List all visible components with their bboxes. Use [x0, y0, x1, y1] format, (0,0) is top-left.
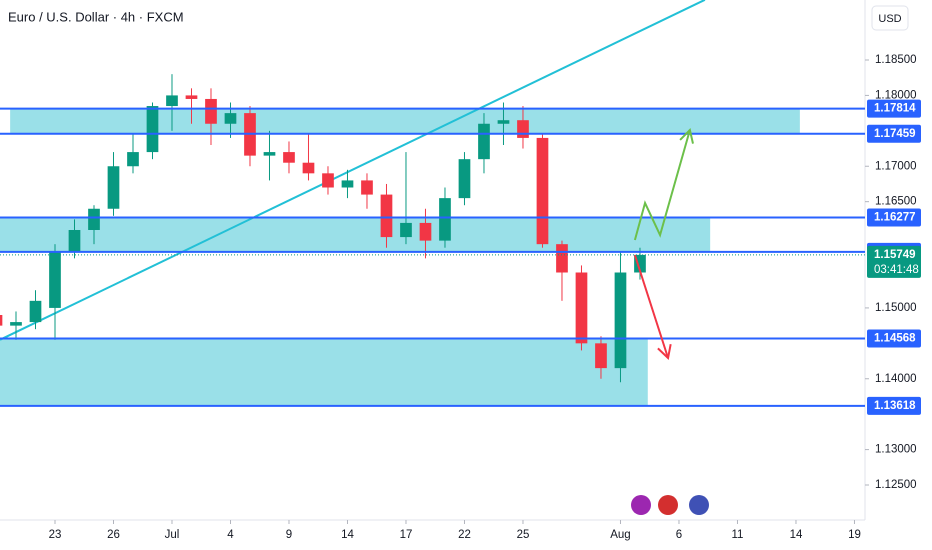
x-tick-label: Aug — [610, 529, 630, 541]
level-label-box — [867, 99, 921, 118]
level-label-box — [867, 329, 921, 348]
level-label: 1.13618 — [874, 400, 916, 412]
candle-body — [575, 272, 588, 344]
candle-body — [517, 120, 529, 138]
candle-body — [341, 180, 354, 188]
y-tick-label: 1.12500 — [875, 479, 917, 491]
candle-body — [29, 300, 42, 323]
candle-body — [497, 120, 510, 124]
x-tick-label: 9 — [286, 529, 292, 541]
zone — [0, 217, 711, 252]
candle-body — [536, 137, 549, 245]
currency-button[interactable] — [871, 5, 909, 31]
candle-body — [419, 222, 432, 241]
x-tick-label: Jul — [165, 529, 180, 541]
y-tick-label: 1.13000 — [875, 444, 917, 456]
arrow — [633, 129, 691, 241]
candle-body — [10, 322, 22, 326]
candle-body — [185, 95, 198, 99]
arrow-head — [679, 127, 694, 144]
x-tick-label: 26 — [107, 529, 120, 541]
current-price-box — [867, 245, 921, 278]
x-tick-label: 4 — [227, 529, 234, 541]
y-tick-label: 1.18500 — [875, 54, 917, 66]
zone — [10, 108, 800, 134]
candle-body — [107, 166, 120, 209]
candle-body — [556, 244, 568, 273]
candle-body — [68, 230, 81, 252]
candle-body — [283, 152, 295, 163]
candle-body — [614, 272, 627, 369]
candle-body — [127, 152, 139, 167]
plot-area — [0, 0, 865, 407]
candle-body — [146, 106, 159, 153]
level-label: 1.17459 — [874, 128, 916, 140]
candle-body — [49, 251, 61, 308]
x-tick-label: 11 — [731, 529, 743, 541]
arrow-head — [657, 344, 672, 360]
y-tick-label: 1.18000 — [875, 89, 917, 101]
arrow — [633, 254, 670, 359]
zone — [0, 338, 648, 406]
trendline — [0, 0, 706, 341]
y-tick-label: 1.16500 — [875, 196, 917, 208]
x-tick-label: 22 — [458, 529, 471, 541]
candle-body — [400, 222, 412, 238]
candle-body — [263, 152, 276, 156]
candle-body — [205, 98, 217, 124]
candle-body — [166, 95, 178, 107]
x-tick-label: 14 — [790, 529, 803, 541]
candle-body — [380, 194, 393, 238]
event-icon[interactable] — [658, 495, 678, 515]
x-tick-label: 14 — [341, 529, 354, 541]
candle-body — [88, 208, 100, 231]
y-tick-label: 1.14000 — [875, 373, 917, 385]
level-label-box — [867, 124, 921, 143]
candle-body — [439, 198, 451, 241]
x-tick-label: 6 — [676, 529, 682, 541]
level-label: 1.17814 — [874, 103, 916, 115]
y-tick-label: 1.17000 — [875, 160, 917, 172]
event-icon[interactable] — [689, 495, 709, 515]
chart-title: Euro / U.S. Dollar · 4h · FXCM — [8, 9, 184, 24]
event-icon[interactable] — [631, 495, 651, 515]
level-label-box — [867, 396, 921, 415]
countdown: 03:41:48 — [874, 264, 919, 276]
candle-body — [302, 162, 315, 174]
level-label: 1.16277 — [874, 211, 916, 223]
current-price-label: 1.15749 — [874, 249, 916, 261]
x-tick-label: 25 — [517, 529, 530, 541]
candle-body — [478, 123, 490, 160]
y-tick-label: 1.15000 — [875, 302, 917, 314]
level-label: 1.14568 — [874, 333, 916, 345]
currency: USD — [878, 13, 901, 25]
candle-body — [634, 254, 646, 273]
x-tick-label: 19 — [848, 529, 861, 541]
level-label-box — [867, 208, 921, 227]
x-tick-label: 23 — [49, 529, 62, 541]
candle-body — [361, 180, 373, 195]
candle-body — [0, 315, 3, 326]
candle-body — [595, 343, 607, 369]
candle-body — [458, 159, 471, 199]
x-tick-label: 17 — [400, 529, 413, 541]
candle-body — [322, 173, 334, 188]
candle-body — [224, 113, 237, 124]
